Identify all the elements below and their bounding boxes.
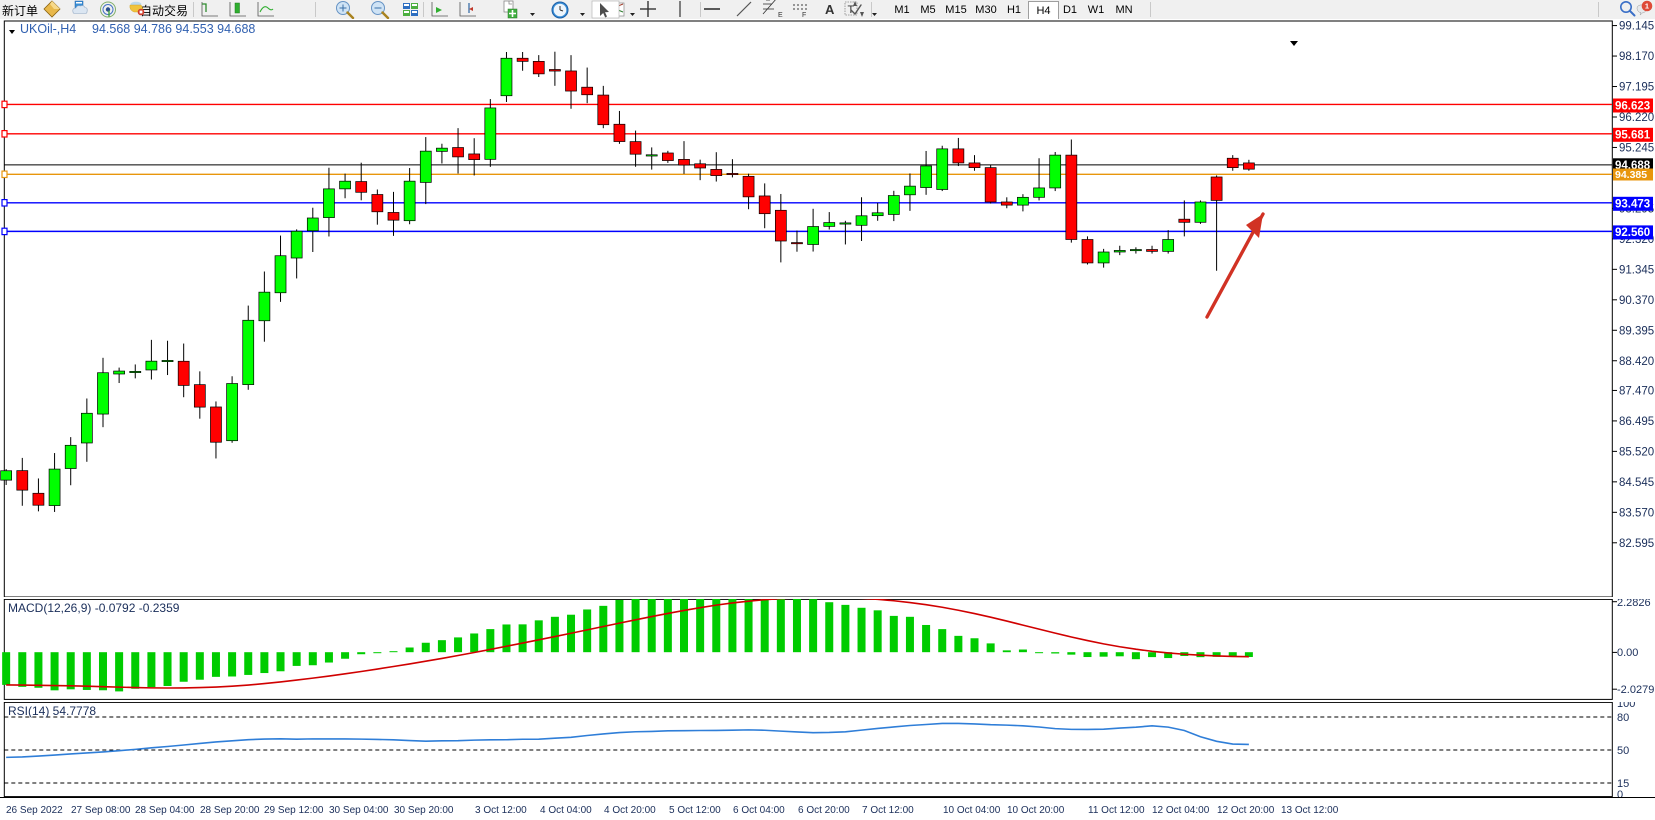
- svg-text:12 Oct 04:00: 12 Oct 04:00: [1152, 805, 1210, 816]
- svg-text:28 Sep 20:00: 28 Sep 20:00: [200, 805, 260, 816]
- svg-text:12 Oct 20:00: 12 Oct 20:00: [1217, 805, 1275, 816]
- svg-text:10 Oct 04:00: 10 Oct 04:00: [943, 805, 1001, 816]
- svg-text:99.145: 99.145: [1619, 21, 1654, 33]
- svg-text:5 Oct 12:00: 5 Oct 12:00: [669, 805, 721, 816]
- svg-text:82.595: 82.595: [1619, 538, 1654, 550]
- svg-text:0.00: 0.00: [1617, 647, 1638, 659]
- svg-text:1: 1: [1645, 2, 1649, 11]
- svg-text:RSI(14) 54.7778: RSI(14) 54.7778: [8, 704, 96, 718]
- svg-text:3 Oct 12:00: 3 Oct 12:00: [475, 805, 527, 816]
- svg-text:100: 100: [1617, 702, 1635, 710]
- svg-text:93.473: 93.473: [1615, 199, 1650, 211]
- svg-text:87.470: 87.470: [1619, 386, 1654, 398]
- svg-text:27 Sep 08:00: 27 Sep 08:00: [71, 805, 131, 816]
- svg-text:83.570: 83.570: [1619, 508, 1654, 520]
- svg-text:84.545: 84.545: [1619, 477, 1654, 489]
- svg-text:94.385: 94.385: [1615, 169, 1647, 181]
- svg-text:30 Sep 20:00: 30 Sep 20:00: [394, 805, 454, 816]
- svg-text:4 Oct 04:00: 4 Oct 04:00: [540, 805, 592, 816]
- svg-text:89.395: 89.395: [1619, 326, 1654, 338]
- svg-text:90.370: 90.370: [1619, 295, 1654, 307]
- svg-text:80: 80: [1617, 712, 1629, 724]
- svg-text:91.345: 91.345: [1619, 265, 1654, 277]
- svg-text:86.495: 86.495: [1619, 416, 1654, 428]
- svg-text:11 Oct 12:00: 11 Oct 12:00: [1088, 805, 1145, 816]
- svg-text:7 Oct 12:00: 7 Oct 12:00: [862, 805, 914, 816]
- svg-text:-2.0279: -2.0279: [1617, 684, 1654, 696]
- svg-text:97.195: 97.195: [1619, 82, 1654, 94]
- svg-text:MACD(12,26,9) -0.0792 -0.2359: MACD(12,26,9) -0.0792 -0.2359: [8, 601, 180, 615]
- svg-text:95.681: 95.681: [1615, 130, 1651, 142]
- svg-text:95.245: 95.245: [1619, 143, 1654, 155]
- svg-text:13 Oct 12:00: 13 Oct 12:00: [1281, 805, 1339, 816]
- svg-text:6 Oct 20:00: 6 Oct 20:00: [798, 805, 850, 816]
- svg-text:96.220: 96.220: [1619, 112, 1654, 124]
- svg-text:50: 50: [1617, 745, 1629, 757]
- svg-text:85.520: 85.520: [1619, 447, 1654, 459]
- svg-text:26 Sep 2022: 26 Sep 2022: [6, 805, 63, 816]
- svg-text:10 Oct 20:00: 10 Oct 20:00: [1007, 805, 1065, 816]
- svg-text:88.420: 88.420: [1619, 356, 1654, 368]
- svg-text:28 Sep 04:00: 28 Sep 04:00: [135, 805, 195, 816]
- svg-text:96.623: 96.623: [1615, 100, 1650, 112]
- svg-text:92.560: 92.560: [1615, 227, 1650, 239]
- svg-text:2.2826: 2.2826: [1617, 599, 1651, 609]
- svg-text:4 Oct 20:00: 4 Oct 20:00: [604, 805, 656, 816]
- svg-text:98.170: 98.170: [1619, 51, 1654, 63]
- svg-text:30 Sep 04:00: 30 Sep 04:00: [329, 805, 389, 816]
- svg-text:29 Sep 12:00: 29 Sep 12:00: [264, 805, 324, 816]
- svg-text:0: 0: [1617, 789, 1623, 797]
- svg-text:6 Oct 04:00: 6 Oct 04:00: [733, 805, 785, 816]
- svg-text:94.568 94.786 94.553 94.688: 94.568 94.786 94.553 94.688: [92, 22, 255, 36]
- svg-text:UKOil-,H4: UKOil-,H4: [20, 22, 76, 36]
